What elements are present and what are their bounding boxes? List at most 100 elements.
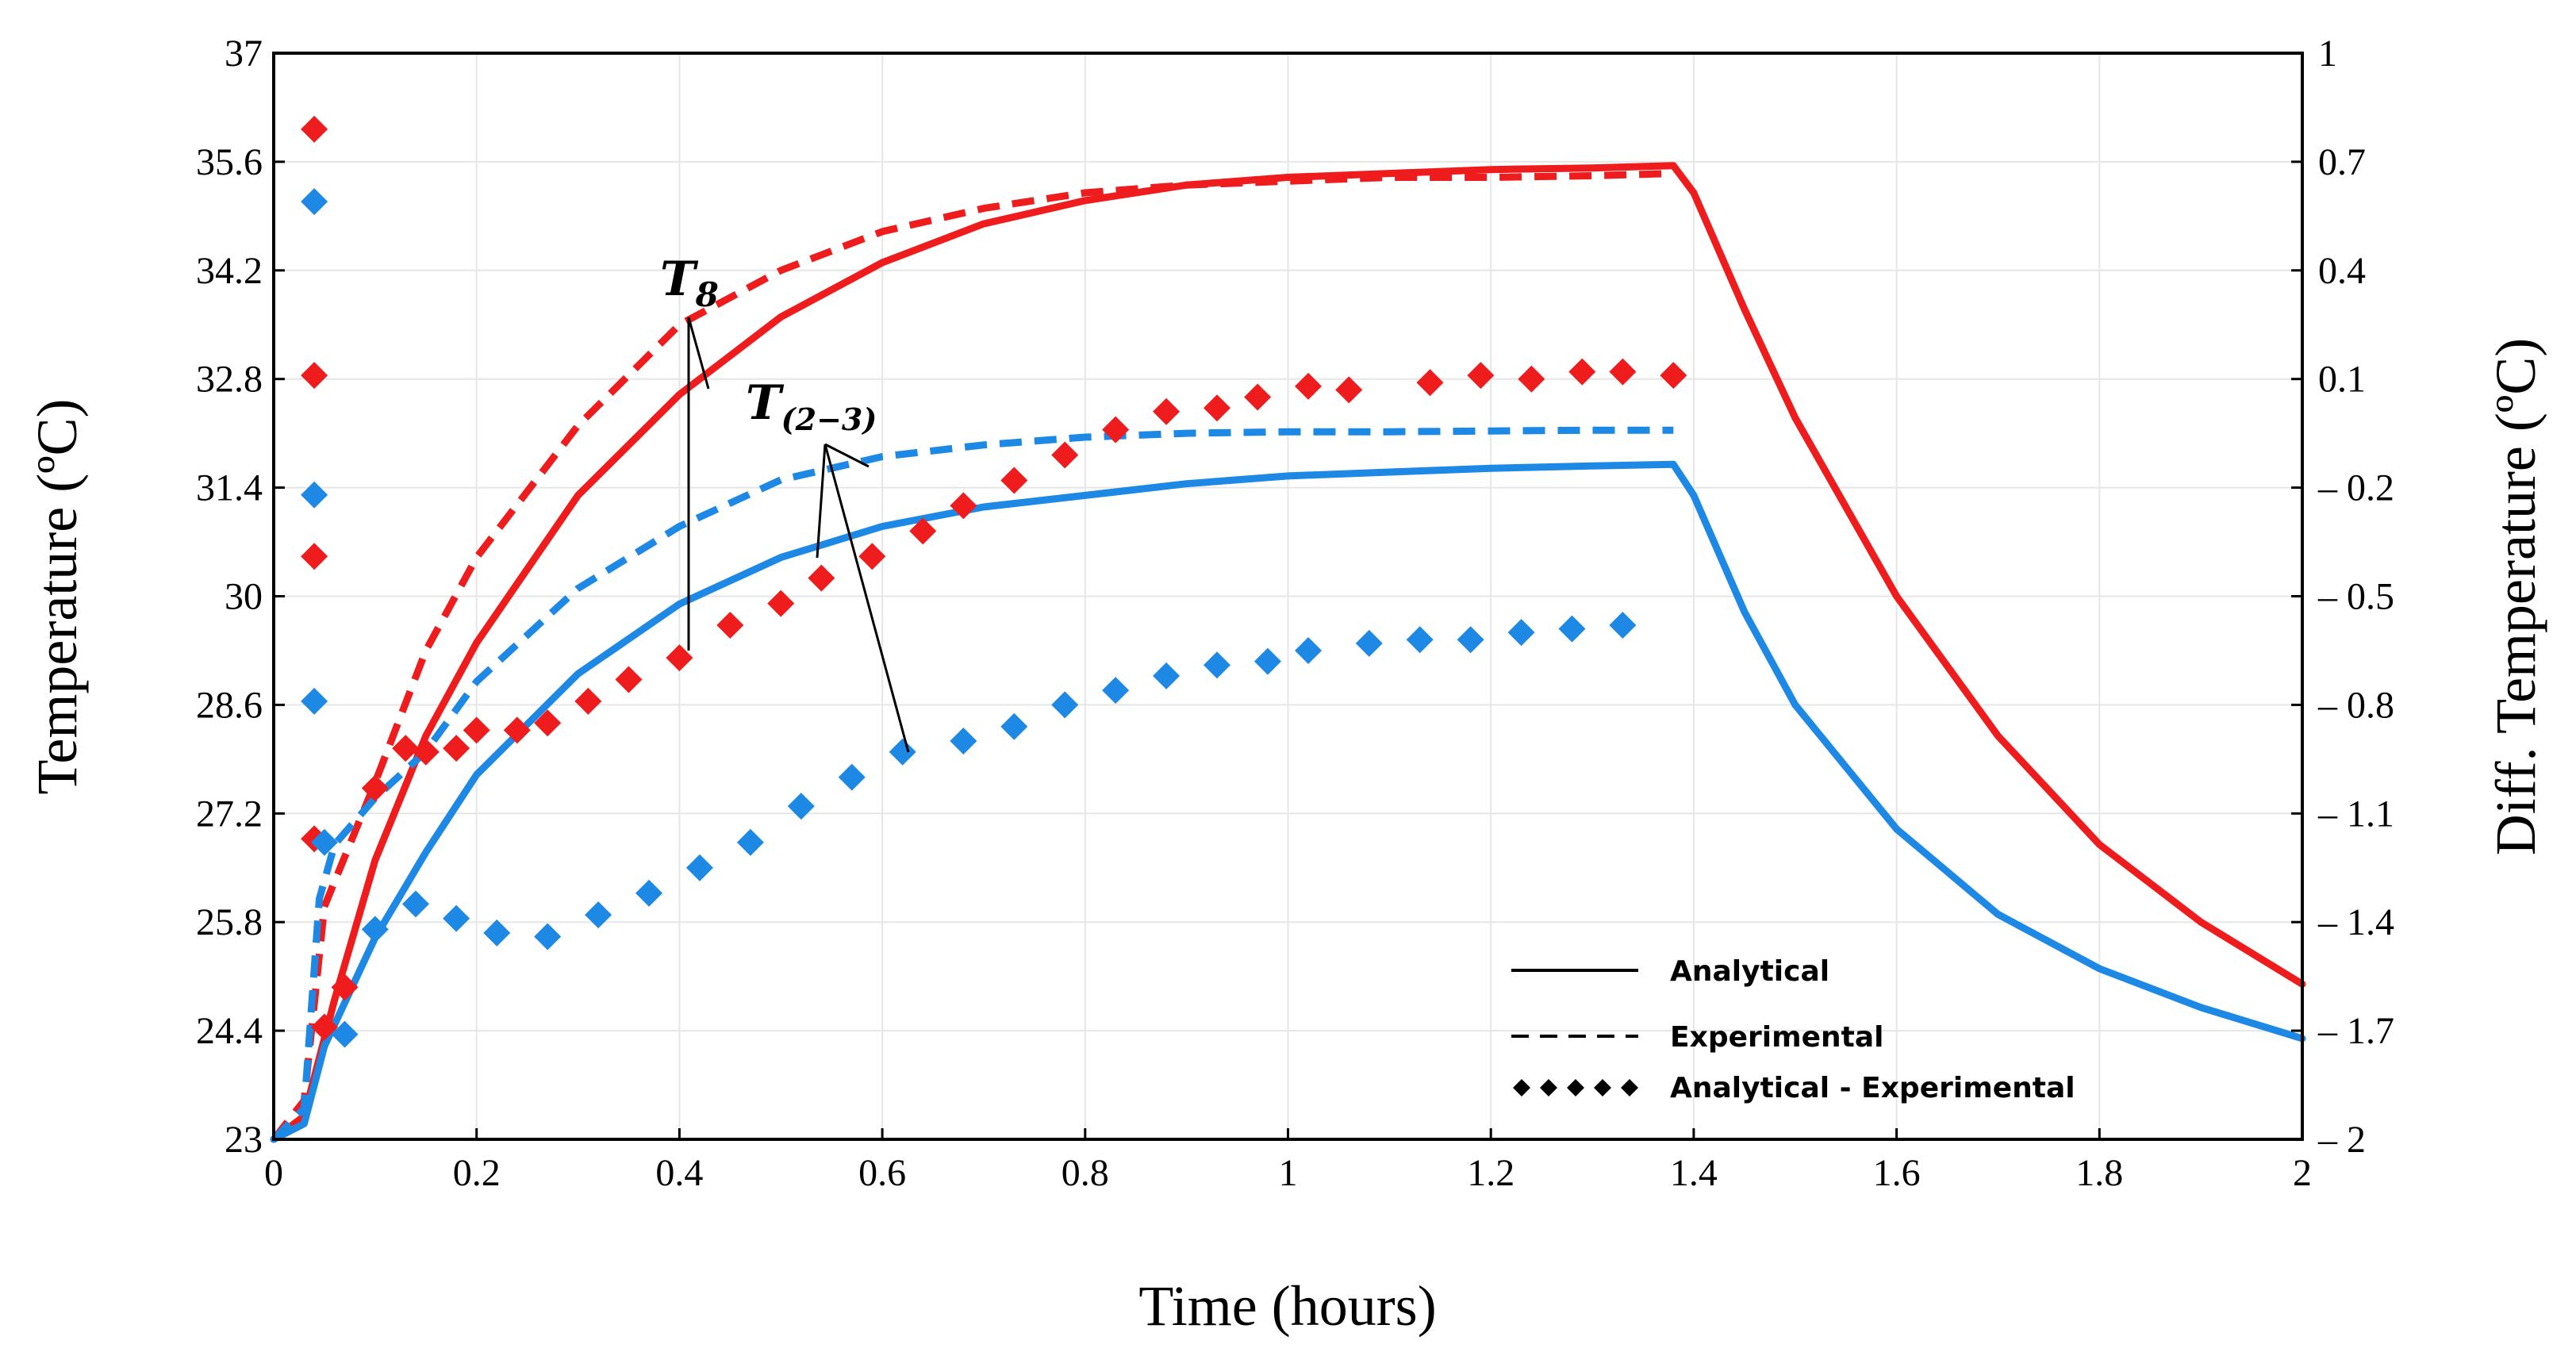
y-tick-label: 35.6 <box>196 141 263 183</box>
x-tick-label: 2 <box>2293 1152 2312 1194</box>
difference-point <box>443 735 470 762</box>
difference-point <box>412 738 440 766</box>
y2-tick-label: 0.4 <box>2318 250 2366 292</box>
annotation-t8-leader-right <box>687 317 710 390</box>
difference-point <box>808 564 835 592</box>
difference-point <box>909 517 937 545</box>
y-tick-label: 31.4 <box>196 467 263 509</box>
difference-point <box>301 115 328 143</box>
difference-point <box>1660 362 1687 390</box>
legend: Analytical Experimental Analytical - Exp… <box>1511 955 2075 1104</box>
difference-point <box>534 923 562 950</box>
experimental-line <box>271 426 1674 1142</box>
y-tick-label: 23 <box>225 1119 263 1161</box>
difference-point <box>1558 615 1586 643</box>
difference-point <box>1335 376 1363 404</box>
annotation-t23-leader-a <box>816 444 827 559</box>
y-tick-label: 32.8 <box>196 359 263 401</box>
annotation-t23-leader-b <box>824 443 870 468</box>
difference-point <box>1295 372 1323 400</box>
legend-diamond <box>1540 1079 1557 1096</box>
difference-point <box>503 716 531 744</box>
x-tick-label: 1.2 <box>1467 1152 1515 1194</box>
y2-tick-label: – 0.2 <box>2317 467 2394 509</box>
legend-diamond <box>1621 1079 1638 1096</box>
difference-point <box>463 716 490 744</box>
y2-tick-label: – 0.8 <box>2317 684 2394 726</box>
difference-point <box>301 543 328 570</box>
difference-point <box>767 589 795 617</box>
x-tick-label: 1.6 <box>1873 1152 1921 1194</box>
difference-point <box>585 901 612 929</box>
annotation-t23-main: T <box>746 375 785 431</box>
difference-point <box>331 974 359 1001</box>
difference-point <box>1204 394 1231 422</box>
difference-point <box>1000 467 1028 494</box>
difference-point <box>1153 662 1181 689</box>
y-tick-label: 30 <box>225 576 263 618</box>
difference-point <box>1406 626 1434 654</box>
legend-label-difference: Analytical - Experimental <box>1670 1072 2075 1104</box>
y-tick-label: 37 <box>225 33 263 75</box>
difference-point <box>950 492 977 520</box>
difference-point <box>716 612 744 639</box>
annotation-t23-leader-c <box>823 444 910 753</box>
difference-series <box>301 115 1687 1041</box>
difference-point <box>1153 397 1181 425</box>
x-tick-label: 0.2 <box>453 1152 501 1194</box>
y-tick-label: 25.8 <box>196 901 263 943</box>
difference-point <box>361 774 389 802</box>
difference-point <box>1467 362 1495 390</box>
annotation-t23-sub: (2−3) <box>781 401 877 437</box>
difference-point <box>1102 416 1130 444</box>
x-tick-label: 1.8 <box>2075 1152 2123 1194</box>
grid-lines <box>274 53 2302 1139</box>
y2-tick-label: – 1.4 <box>2317 901 2394 943</box>
difference-point <box>1253 647 1281 675</box>
difference-point <box>1000 712 1028 740</box>
annotation-t8: T8 <box>660 252 719 314</box>
y-tick-label: 24.4 <box>196 1010 263 1052</box>
y-tick-label: 34.2 <box>196 250 263 292</box>
difference-point <box>1102 677 1130 705</box>
y2-tick-label: – 1.7 <box>2317 1010 2394 1052</box>
difference-point <box>483 919 511 947</box>
y2-tick-label: 0.7 <box>2318 141 2366 183</box>
difference-point <box>889 738 916 766</box>
x-tick-label: 0.4 <box>655 1152 703 1194</box>
difference-point <box>736 828 764 856</box>
x-axis-title: Time (hours) <box>1138 1274 1436 1338</box>
difference-point <box>858 543 886 570</box>
difference-point <box>787 793 815 820</box>
legend-diamond <box>1594 1079 1611 1096</box>
annotation-t8-sub: 8 <box>695 275 719 314</box>
difference-point <box>1355 629 1383 657</box>
x-tick-label: 1 <box>1279 1152 1298 1194</box>
difference-point <box>392 735 420 762</box>
difference-point <box>310 828 338 856</box>
difference-point <box>1457 626 1484 654</box>
difference-point <box>310 1013 338 1041</box>
legend-diamond <box>1513 1079 1530 1096</box>
tick-labels: 0 0.2 0.4 0.6 0.8 1 1.2 1.4 1.6 1.8 2 23 24.4 25.8 27.… <box>196 33 2394 1194</box>
annotation-t8-main: T <box>660 252 699 307</box>
difference-point <box>331 1020 359 1048</box>
annotation-t23: T(2−3) <box>746 375 877 437</box>
difference-point <box>361 916 389 943</box>
difference-point <box>1244 383 1272 411</box>
difference-series <box>301 188 1637 1048</box>
difference-point <box>1609 358 1637 386</box>
annotations: T8 T(2−3) <box>660 252 910 753</box>
difference-point <box>301 481 328 509</box>
legend-diamond-sample <box>1513 1079 1638 1096</box>
series-layer <box>270 115 2306 1143</box>
y2-tick-label: – 1.1 <box>2317 793 2394 835</box>
difference-point <box>1609 612 1637 639</box>
difference-point <box>838 763 866 791</box>
x-tick-label: 0.8 <box>1061 1152 1109 1194</box>
difference-point <box>666 644 693 672</box>
difference-point <box>950 728 977 755</box>
difference-point <box>301 362 328 390</box>
difference-point <box>1568 358 1596 386</box>
